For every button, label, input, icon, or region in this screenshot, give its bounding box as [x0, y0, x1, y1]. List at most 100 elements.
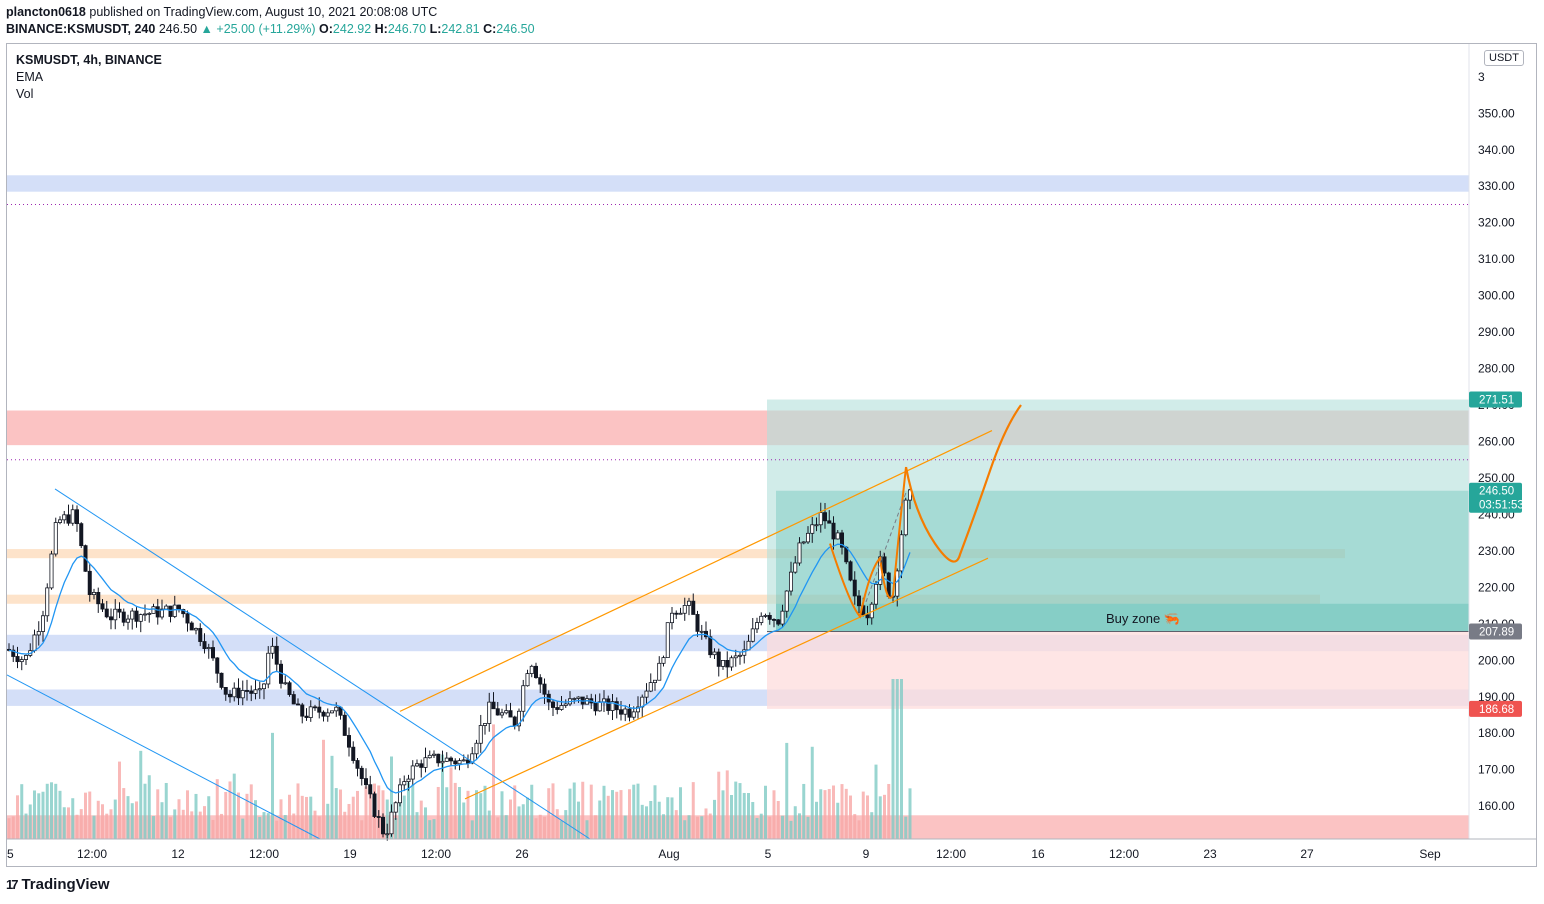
candle-body: [729, 657, 734, 668]
candle: [193, 627, 198, 635]
volume-bar: [394, 818, 398, 839]
volume-bar: [258, 816, 262, 839]
buy-zone-label: Buy zone 🦐: [1106, 611, 1180, 626]
price-label-bg: [1469, 623, 1522, 640]
candle: [738, 652, 743, 665]
volume-bar: [152, 816, 155, 839]
volume-bar: [330, 755, 334, 839]
currency-button[interactable]: USDT: [1484, 50, 1524, 66]
candle: [699, 624, 704, 640]
volume-bar: [713, 799, 716, 839]
candle-body: [287, 682, 292, 695]
candle-body: [372, 793, 377, 817]
candle: [36, 621, 41, 646]
candle-body: [461, 759, 466, 762]
candle: [478, 714, 483, 753]
volume-bar: [220, 813, 223, 839]
tradingview-logo[interactable]: 17 TradingView: [6, 876, 110, 893]
candle-body: [814, 524, 819, 527]
volume-bar: [700, 816, 704, 839]
volume-bars: [7, 679, 912, 839]
volume-bar: [509, 799, 512, 839]
candle-body: [644, 690, 649, 698]
symbol-legend[interactable]: KSMUSDT, 4h, BINANCE: [16, 53, 162, 67]
volume-bar: [254, 800, 257, 839]
candle-body: [36, 631, 41, 636]
candle-body: [563, 703, 568, 706]
volume-bar: [173, 809, 177, 839]
candle-body: [308, 706, 313, 718]
candle-body: [134, 610, 139, 622]
price-tick: 350.00: [1478, 106, 1515, 120]
author-name[interactable]: plancton0618: [6, 5, 86, 19]
candle: [312, 704, 317, 711]
volume-bar: [28, 804, 32, 839]
candle-body: [478, 725, 483, 744]
candle: [512, 715, 517, 730]
candle-body: [329, 710, 334, 714]
candle: [704, 621, 709, 640]
candle-body: [270, 645, 275, 654]
candle-body: [53, 522, 58, 555]
volume-bar: [479, 793, 483, 839]
price-tick: 310.00: [1478, 252, 1515, 266]
candle-body: [572, 698, 577, 700]
candle: [79, 522, 84, 549]
candle: [563, 699, 568, 708]
candle: [721, 660, 726, 670]
open-value: 242.92: [332, 22, 372, 36]
volume-bar: [891, 679, 895, 839]
candle-body: [487, 701, 492, 724]
candle: [287, 680, 292, 697]
volume-bar: [776, 801, 780, 839]
candle-body: [801, 541, 806, 544]
volume-bar: [589, 784, 593, 839]
candle-body: [661, 657, 666, 664]
volume-bar: [900, 679, 903, 839]
volume-bar: [385, 799, 389, 839]
candle: [355, 758, 360, 777]
volume-bar: [130, 803, 134, 839]
volume-bar: [496, 817, 500, 839]
price-tick: 220.00: [1478, 580, 1515, 594]
candle-body: [721, 660, 726, 667]
candle: [176, 604, 181, 613]
candle-body: [725, 660, 730, 668]
candle-body: [772, 619, 777, 621]
price-tick: 290.00: [1478, 325, 1515, 339]
candle: [614, 697, 619, 719]
vol-legend[interactable]: Vol: [16, 87, 34, 101]
candle-body: [674, 612, 679, 615]
candle-body: [444, 757, 449, 762]
candle: [793, 556, 798, 574]
candle: [92, 588, 97, 600]
candle: [41, 610, 46, 642]
candle: [189, 621, 194, 631]
candle: [58, 516, 63, 525]
volume-bar: [526, 797, 529, 839]
candle-body: [499, 712, 504, 716]
candle: [448, 756, 453, 767]
red-zone-bottom: [7, 815, 1469, 839]
candle: [670, 607, 675, 630]
volume-bar: [215, 779, 219, 839]
candle: [487, 692, 492, 732]
candle-body: [750, 628, 755, 642]
downtrend-lower-line: [6, 674, 321, 840]
volume-bar: [33, 790, 36, 839]
low-label: L:: [429, 22, 442, 36]
candle-body: [482, 723, 487, 726]
candle: [346, 727, 351, 757]
candle-body: [517, 710, 522, 727]
volume-bar: [249, 784, 253, 839]
ema-legend[interactable]: EMA: [16, 70, 44, 84]
candle: [266, 646, 271, 689]
candle: [15, 646, 20, 669]
volume-bar: [908, 788, 912, 839]
volume-bar: [815, 801, 818, 839]
candle: [674, 610, 679, 620]
price-label-bg: [1469, 700, 1522, 717]
candle: [759, 612, 764, 626]
candle: [848, 560, 853, 582]
